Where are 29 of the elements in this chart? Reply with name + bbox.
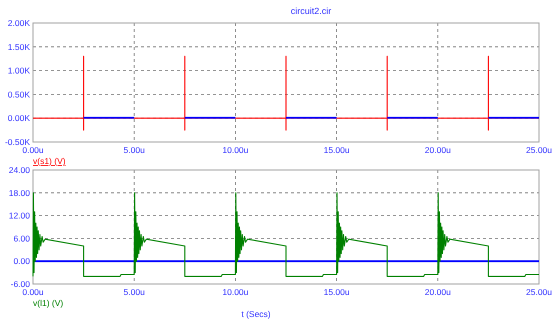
x-tick-label: 15.00u xyxy=(324,287,350,297)
x-tick-label: 25.00u xyxy=(526,145,552,155)
line-series xyxy=(32,192,540,277)
y-tick-label: 0.50K xyxy=(8,89,30,100)
y-tick-label: -0.50K xyxy=(4,137,30,147)
y-tick-label: 12.00 xyxy=(8,210,30,221)
y-tick-label: 24.00 xyxy=(8,165,30,175)
x-tick-label: 10.00u xyxy=(222,145,249,155)
chart-title: circuit2.cir xyxy=(290,6,332,16)
y-tick-label: 2.00K xyxy=(8,18,30,28)
text: v(l1) (V) xyxy=(33,298,64,308)
x-tick-label: 0.00u xyxy=(22,287,44,297)
text: v(s1) (V) xyxy=(33,156,66,166)
x-tick-label: 25.00u xyxy=(526,287,552,297)
y-tick-label: -6.00 xyxy=(10,279,30,289)
y-tick-label: 18.00 xyxy=(8,188,30,198)
y-tick-label: 0.00K xyxy=(8,113,30,124)
y-tick-label: 0.00 xyxy=(13,256,30,266)
x-tick-label: 20.00u xyxy=(424,287,452,297)
x-tick-label: 5.00u xyxy=(124,287,146,297)
x-tick-label: 15.00u xyxy=(324,145,350,155)
y-tick-label: 1.50K xyxy=(8,42,30,52)
x-tick-label: 10.00u xyxy=(222,287,249,297)
x-tick-label: 0.00u xyxy=(22,145,44,155)
x-axis-title: t (Secs) xyxy=(241,309,271,319)
y-tick-label: 6.00 xyxy=(13,233,30,244)
y-tick-label: 1.00K xyxy=(8,66,30,76)
x-tick-label: 5.00u xyxy=(124,145,146,155)
x-tick-label: 20.00u xyxy=(424,145,452,155)
